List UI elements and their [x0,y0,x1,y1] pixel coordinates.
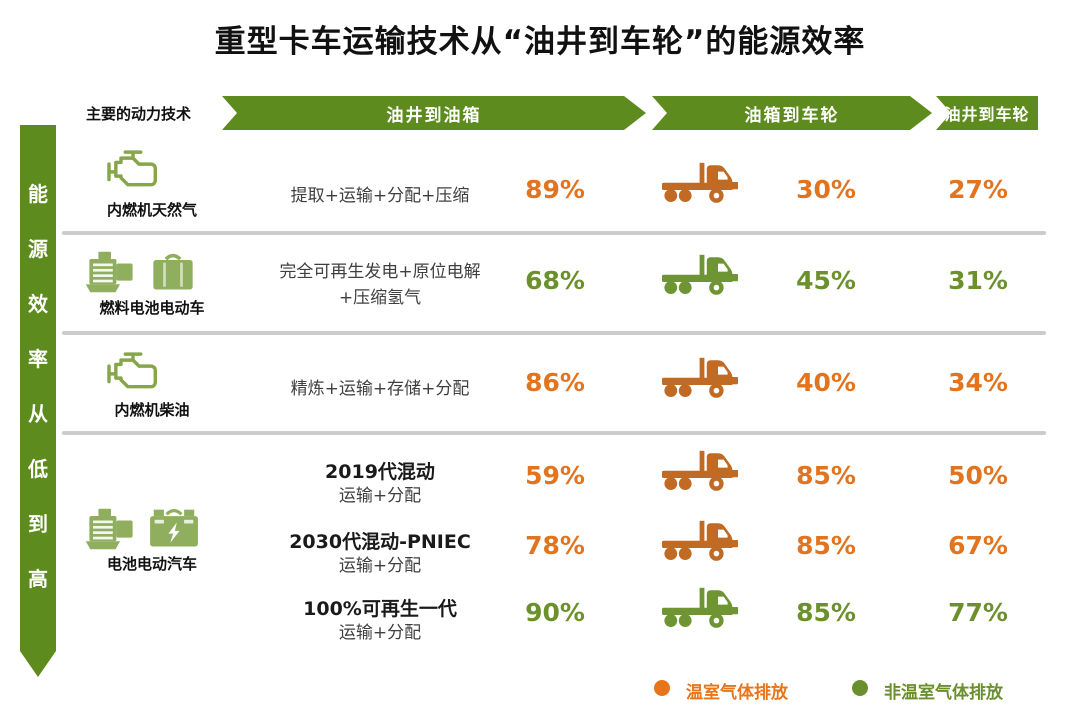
truck-icon [662,446,750,494]
column-header-tank-to-wheel: 油箱到车轮 [652,96,932,130]
well-to-wheel-value: 34% [948,368,1008,397]
axis-char: 能 [28,182,48,206]
truck-icon [662,353,750,401]
group-label-ice-diesel: 内燃机柴油 [114,401,190,419]
row-separator [62,231,1046,235]
electric-motor-icon [84,507,138,552]
truck-icon [662,583,750,631]
process-description-line2: +压缩氢气 [338,288,422,308]
process-description: 运输+分配 [338,623,422,643]
variant-title: 2030代混动-PNIEC [289,531,471,553]
variant-title: 2019代混动 [325,461,435,483]
legend-label-greenhouse: 温室气体排放 [686,683,788,703]
axis-char: 高 [28,567,48,591]
tank-to-wheel-value: 85% [796,461,856,490]
well-to-tank-value: 68% [525,266,585,295]
variant-title: 100%可再生一代 [303,598,457,620]
fuel-cell-icon [148,250,198,295]
greenhouse-gas-dot-icon [654,680,670,696]
process-description: 精炼+运输+存储+分配 [290,379,470,399]
group-label-ice-natural-gas: 内燃机天然气 [106,201,197,219]
well-to-tank-value: 90% [525,598,585,627]
truck-icon [662,516,750,564]
tank-to-wheel-value: 40% [796,368,856,397]
energy-efficiency-axis-arrow: 能 源 效 率 从 低 到 高 [20,125,56,677]
tank-to-wheel-value: 45% [796,266,856,295]
axis-char: 效 [28,292,48,316]
truck-icon [662,158,750,206]
tank-to-wheel-value: 30% [796,175,856,204]
well-to-tank-value: 78% [525,531,585,560]
group-label-battery-ev: 电池电动汽车 [106,555,197,573]
column-header-well-to-tank: 油井到油箱 [222,96,646,130]
process-description: 运输+分配 [338,486,422,506]
well-to-tank-value: 86% [525,368,585,397]
well-to-wheel-value: 67% [948,531,1008,560]
column-header-technology: 主要的动力技术 [86,105,192,123]
page-title: 重型卡车运输技术从“油井到车轮”的能源效率 [214,24,866,60]
process-description: 完全可再生发电+原位电解 [279,262,481,282]
non-greenhouse-gas-dot-icon [852,680,868,696]
well-to-wheel-value: 50% [948,461,1008,490]
battery-icon [146,506,202,552]
well-to-tank-value: 59% [525,461,585,490]
process-description: 提取+运输+分配+压缩 [290,186,470,206]
axis-char: 到 [28,512,48,536]
row-separator [62,331,1046,335]
legend-label-non-greenhouse: 非温室气体排放 [884,683,1003,703]
process-description: 运输+分配 [338,556,422,576]
well-to-wheel-value: 27% [948,175,1008,204]
electric-motor-icon [84,250,138,295]
well-to-tank-value: 89% [525,175,585,204]
group-label-fuel-cell-ev: 燃料电池电动车 [99,299,205,317]
axis-char: 低 [28,457,48,481]
engine-icon [102,349,164,397]
column-header-well-to-wheel: 油井到车轮 [936,96,1038,130]
truck-icon [662,250,750,298]
section-separator [62,431,1046,435]
tank-to-wheel-value: 85% [796,598,856,627]
axis-char: 源 [28,237,48,261]
well-to-wheel-value: 31% [948,266,1008,295]
tank-to-wheel-value: 85% [796,531,856,560]
well-to-wheel-value: 77% [948,598,1008,627]
axis-char: 从 [28,402,48,426]
axis-char: 率 [28,347,48,371]
engine-icon [102,147,164,195]
